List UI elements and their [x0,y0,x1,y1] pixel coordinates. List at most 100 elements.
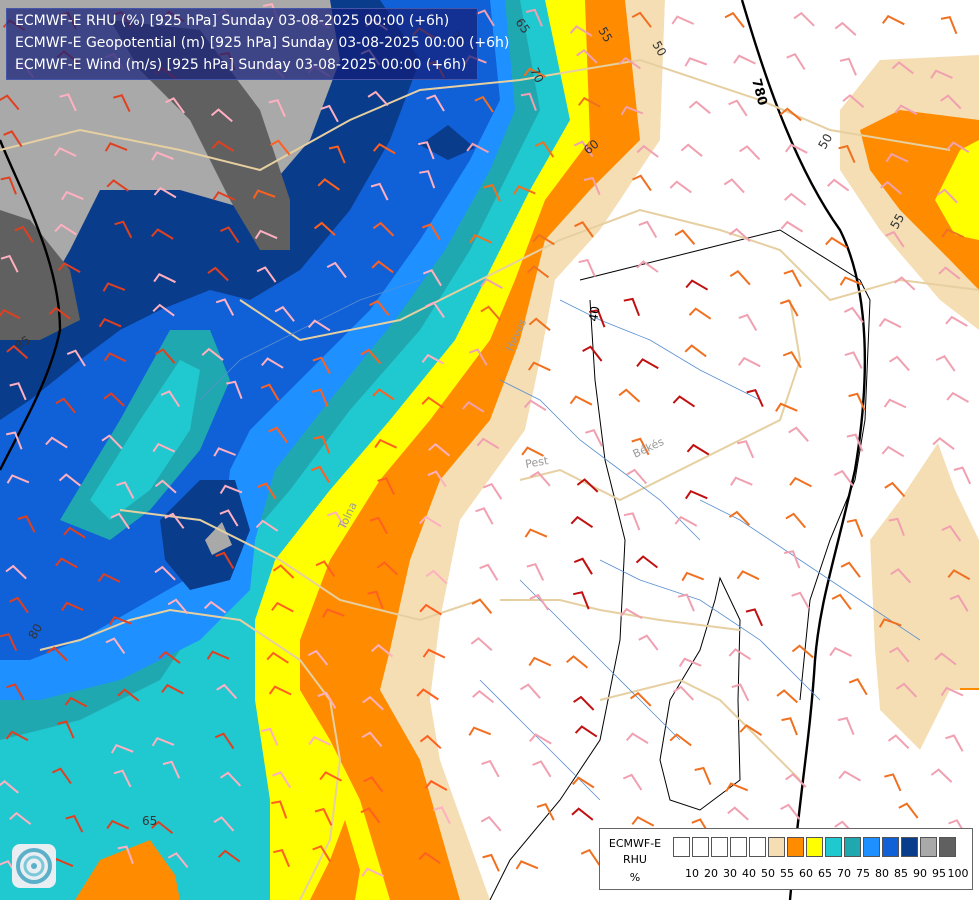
wind-barb [311,388,329,407]
geopotential-thin-south [659,576,741,811]
wind-barb [151,736,175,747]
legend-tick: 20 [704,867,718,880]
wind-barb [572,591,590,610]
wind-barb [216,683,238,700]
wind-barb [578,96,601,108]
wind-barb [158,650,181,664]
wind-barb [104,142,128,152]
wind-barb [738,356,761,368]
wind-barb [570,515,594,529]
wind-barb [363,776,384,793]
wind-barb [167,598,189,615]
wind-barb [226,380,243,399]
wind-barb [532,233,555,246]
wind-barb [212,191,236,201]
wind-barb [728,227,751,243]
rhu-cell-95-south [205,522,232,555]
wind-barb [55,557,78,569]
wind-barb [154,479,177,494]
wind-barb [574,725,598,738]
wind-barb [307,649,329,666]
wind-barb [425,569,448,585]
wind-barb [573,695,595,711]
wind-barb [636,260,659,273]
wind-barb [6,683,25,701]
wind-barb [525,8,543,27]
wind-barb [585,428,603,447]
legend-tick: 90 [913,867,927,880]
wind-barb [268,426,289,444]
wind-barb [261,727,279,746]
wind-barb [428,442,451,457]
wind-barb [571,776,595,789]
contour-label-rhu: 65 [142,814,157,828]
wind-barb [672,395,696,408]
wind-barb [103,392,125,407]
wind-barb [313,221,336,236]
legend-swatch [787,837,804,857]
wind-barb [574,221,594,238]
contour-label-rhu: 80 [25,621,45,641]
wind-barb [940,15,958,35]
wind-barb [635,555,659,569]
wind-barb [369,516,388,535]
wind-barb [887,734,910,750]
wind-barb [885,152,909,163]
wind-barb [315,560,336,577]
wind-barb [468,726,492,736]
wind-barb [270,139,291,156]
wind-barb [219,226,240,244]
wind-barb [526,265,550,279]
wind-barb [681,571,705,582]
legend-tick: 65 [818,867,832,880]
wind-barb [57,720,75,739]
wind-barb [114,220,133,239]
wind-barb [110,512,131,530]
wind-barb [893,276,916,291]
wind-barb [97,572,121,583]
wind-barb [745,608,764,627]
wind-barb [527,361,551,372]
wind-barb [474,95,494,113]
wind-barb [671,15,695,25]
wind-barb [589,309,606,328]
wind-barb [678,657,702,667]
wind-barb [789,476,812,488]
wind-barb [636,144,659,158]
wind-barb [736,570,760,581]
wind-barb [519,683,541,699]
wind-barb [213,447,236,457]
wind-barb [425,301,445,319]
wind-barb [838,770,861,782]
wind-barb [684,344,707,358]
wind-barb [947,569,971,581]
wind-barb [3,130,23,148]
wind-barb [472,689,495,704]
wind-barb [946,141,970,154]
wind-barb [688,307,712,320]
wind-barb [578,258,596,277]
wind-barb [117,845,134,864]
wind-barb [728,648,752,661]
legend-tick: 100 [947,867,969,880]
wind-barb [5,431,23,450]
wind-barb [106,819,130,830]
wind-barb [427,470,447,488]
wind-barb [481,759,500,778]
wind-barb [255,519,279,532]
wind-barb [272,771,292,789]
wind-barb [898,802,919,819]
wind-barb [213,816,235,832]
wind-barb [515,860,539,870]
wind-barb [846,518,864,538]
wind-barb [268,685,292,696]
wind-barb [888,517,905,537]
wind-barb [739,145,761,161]
wind-barb [322,608,345,618]
wind-barb [268,99,286,118]
wind-barb [834,21,857,36]
contour-label-rhu: 55 [595,25,615,45]
wind-barb [55,397,76,414]
wind-barb [9,382,27,401]
